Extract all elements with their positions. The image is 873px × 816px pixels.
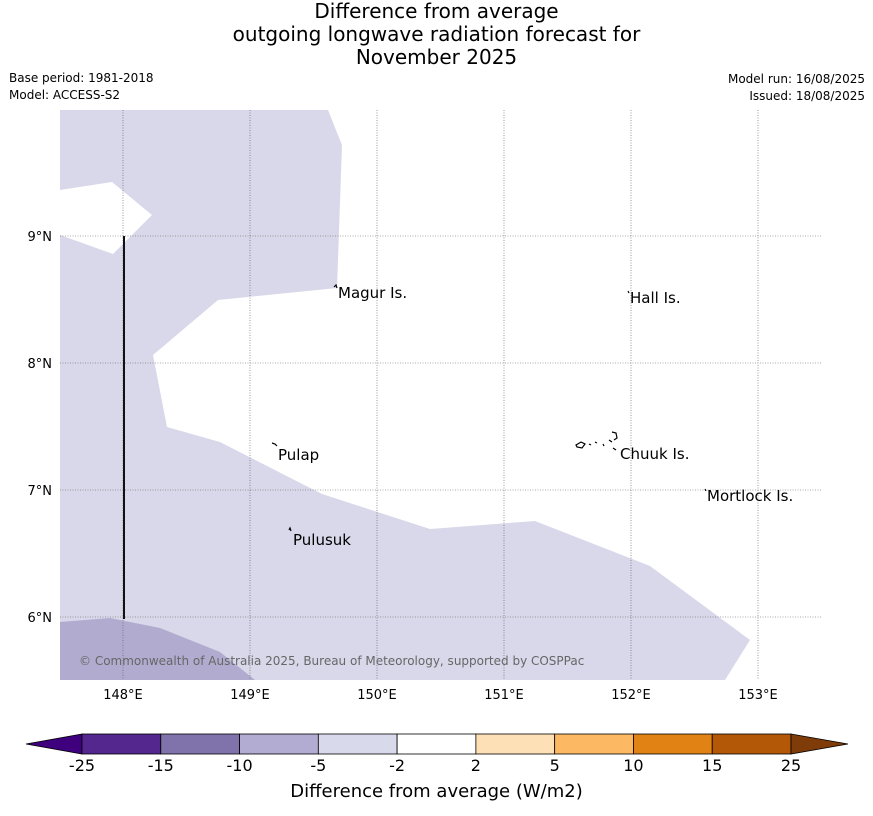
lon-label: 152°E (611, 688, 651, 703)
lon-label: 148°E (103, 688, 143, 703)
colorbar-ticks: -25 -15 -10 -5 -2 2 5 10 15 25 (69, 756, 801, 775)
place-label-pulap: Pulap (278, 446, 319, 464)
island-markers (271, 283, 707, 532)
title-line-1: Difference from average (314, 0, 559, 23)
lat-label: 8°N (28, 357, 53, 372)
colorbar-extend-low (25, 733, 83, 755)
model-text: Model: ACCESS-S2 (9, 88, 121, 102)
issued-text: Issued: 18/08/2025 (749, 89, 865, 103)
colorbar-tick-label: 5 (550, 756, 560, 775)
colorbar-tick-label: 2 (471, 756, 481, 775)
place-label-pulusuk: Pulusuk (293, 531, 351, 549)
title-line-2: outgoing longwave radiation forecast for (232, 22, 641, 46)
colorbar-segment (317, 733, 398, 755)
meta-left: Base period: 1981-2018 Model: ACCESS-S2 (9, 70, 154, 104)
colorbar-segment (554, 733, 634, 755)
base-period-text: Base period: 1981-2018 (9, 71, 154, 85)
meta-right: Model run: 16/08/2025 Issued: 18/08/2025 (728, 71, 865, 105)
colorbar-tick-label: -10 (226, 756, 252, 775)
place-label-magur: Magur Is. (338, 284, 407, 302)
lat-label: 7°N (28, 484, 53, 499)
place-label-mortlock: Mortlock Is. (707, 487, 793, 505)
model-run-text: Model run: 16/08/2025 (727, 72, 865, 86)
colorbar-tick-label: -5 (310, 756, 326, 775)
lat-label: 6°N (28, 611, 53, 626)
lon-label: 153°E (738, 688, 778, 703)
lon-label: 150°E (357, 688, 397, 703)
colorbar-tick-label: -15 (148, 756, 174, 775)
colorbar-extend-high (790, 733, 849, 755)
anomaly-region-mid-purple (60, 618, 255, 680)
colorbar-tick-label: 15 (702, 756, 722, 775)
colorbar-segment (475, 733, 556, 755)
copyright-text: © Commonwealth of Australia 2025, Bureau… (79, 654, 584, 668)
colorbar-segment (81, 733, 162, 755)
lat-label: 9°N (28, 230, 53, 245)
colorbar-segment (396, 733, 477, 755)
colorbar-title: Difference from average (W/m2) (290, 781, 583, 802)
colorbar-segment (160, 733, 240, 755)
colorbar-segment (711, 733, 792, 755)
colorbar-tick-label: -2 (389, 756, 405, 775)
title-line-3: November 2025 (355, 45, 518, 69)
colorbar (25, 733, 849, 755)
map-title: Difference from average outgoing longwav… (0, 0, 873, 69)
colorbar-segment (239, 733, 319, 755)
anomaly-fill-layer (60, 110, 750, 680)
lon-label: 151°E (484, 688, 524, 703)
lon-label: 149°E (230, 688, 270, 703)
colorbar-segment (633, 733, 713, 755)
place-label-hall: Hall Is. (630, 289, 681, 307)
anomaly-region-light-purple (60, 110, 750, 680)
colorbar-tick-label: 25 (781, 756, 801, 775)
colorbar-tick-label: 10 (623, 756, 643, 775)
place-label-chuuk: Chuuk Is. (620, 445, 689, 463)
colorbar-tick-label: -25 (69, 756, 95, 775)
